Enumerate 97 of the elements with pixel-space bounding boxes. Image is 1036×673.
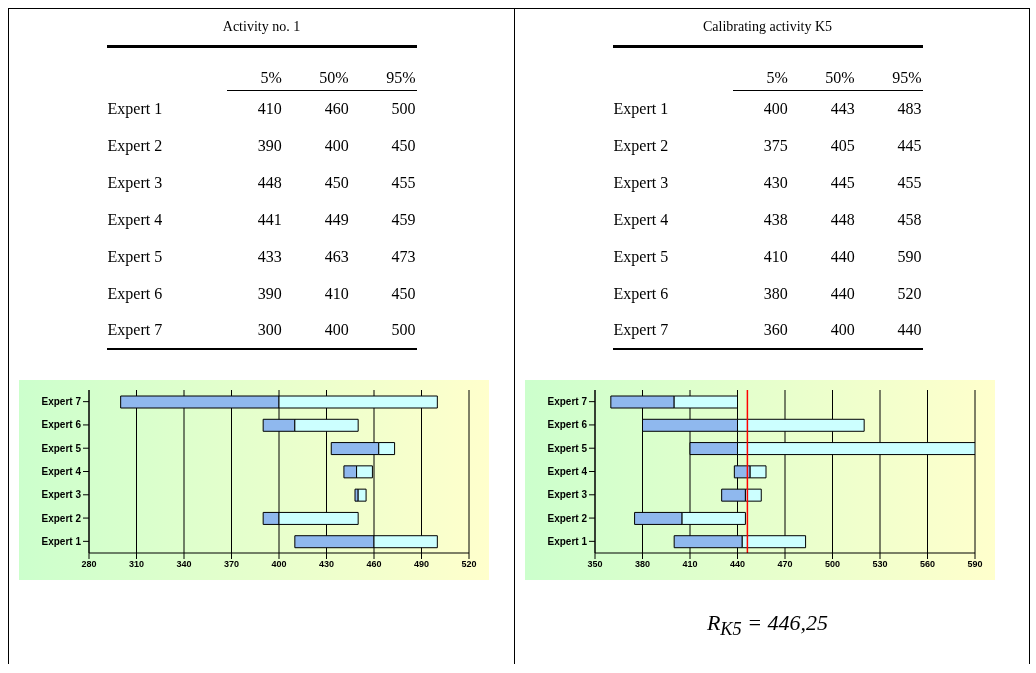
category-label: Expert 2 xyxy=(613,136,669,154)
text: 95% xyxy=(855,46,923,90)
text: 360 xyxy=(762,320,789,340)
text: 445 xyxy=(829,172,856,193)
text: 375 xyxy=(762,135,789,156)
text: 445 xyxy=(896,135,923,156)
text: 405 xyxy=(829,135,856,156)
y-tick-label: Expert 5 xyxy=(41,442,82,454)
category-label: Expert 7 xyxy=(107,321,163,338)
text: 590 xyxy=(896,246,923,267)
text: 440 xyxy=(829,246,856,267)
text: 450 xyxy=(323,172,350,193)
x-tick-label: 560 xyxy=(919,559,936,570)
x-tick-label: 470 xyxy=(777,559,793,570)
text: 400 xyxy=(323,135,350,156)
category-label: Expert 6 xyxy=(613,284,669,302)
text: 460 xyxy=(323,98,350,119)
category-label: Expert 6 xyxy=(107,284,163,302)
text: 300 xyxy=(256,320,283,340)
x-tick-label: 280 xyxy=(81,559,97,570)
text: 459 xyxy=(390,209,417,230)
y-tick-label: Expert 2 xyxy=(547,512,588,524)
text: 450 xyxy=(390,135,417,156)
y-tick-label: Expert 3 xyxy=(547,489,588,501)
x-tick-label: 340 xyxy=(176,559,192,570)
chart-title: Calibrating activity K5 xyxy=(701,19,834,35)
x-tick-label: 460 xyxy=(366,559,382,570)
category-label: Expert 5 xyxy=(107,247,163,265)
category-label: Expert 5 xyxy=(613,247,669,265)
x-tick-label: 440 xyxy=(729,559,746,570)
x-tick-label: 530 xyxy=(872,559,888,570)
x-tick-label: 490 xyxy=(413,559,430,570)
text: 50% xyxy=(788,46,856,90)
x-tick-label: 350 xyxy=(587,559,603,570)
x-tick-label: 370 xyxy=(223,559,240,570)
y-tick-label: Expert 1 xyxy=(547,535,588,547)
text: R$_{K5}$ = 446,25 xyxy=(705,610,830,641)
text: 448 xyxy=(256,172,283,193)
x-tick-label: 310 xyxy=(128,559,145,570)
text: 5% xyxy=(733,46,789,90)
x-tick-label: 590 xyxy=(967,559,983,570)
text: 410 xyxy=(323,283,350,304)
text: 455 xyxy=(390,172,417,193)
text: 95% xyxy=(349,46,417,90)
text: 410 xyxy=(762,246,789,267)
text: 440 xyxy=(829,283,856,304)
x-tick-label: 380 xyxy=(634,559,651,570)
text: 463 xyxy=(323,246,350,267)
x-tick-label: 430 xyxy=(318,559,335,570)
category-label: Expert 2 xyxy=(107,136,163,154)
text: 390 xyxy=(256,135,283,156)
y-tick-label: Expert 6 xyxy=(41,419,82,431)
text: 500 xyxy=(390,98,417,119)
category-label: Expert 3 xyxy=(107,173,163,191)
text: 438 xyxy=(762,209,789,230)
text: 448 xyxy=(829,209,856,230)
y-tick-label: Expert 2 xyxy=(41,512,82,524)
y-tick-label: Expert 7 xyxy=(547,396,588,408)
text: 441 xyxy=(256,209,283,230)
y-tick-label: Expert 4 xyxy=(547,466,588,478)
text: 483 xyxy=(896,98,923,119)
text: 449 xyxy=(323,209,350,230)
text: 410 xyxy=(256,98,283,119)
text: 520 xyxy=(896,283,923,304)
text: 500 xyxy=(390,320,417,340)
text: 400 xyxy=(829,320,856,340)
y-tick-label: Expert 6 xyxy=(547,419,588,431)
text: 443 xyxy=(829,98,856,119)
text: 380 xyxy=(762,283,789,304)
x-tick-label: 500 xyxy=(824,559,841,570)
category-label: Expert 1 xyxy=(107,99,163,117)
category-label: Expert 7 xyxy=(613,321,669,338)
y-tick-label: Expert 3 xyxy=(41,489,82,501)
y-tick-label: Expert 1 xyxy=(41,535,82,547)
text: 400 xyxy=(323,320,350,340)
category-label: Expert 4 xyxy=(107,210,163,228)
text: 455 xyxy=(896,172,923,193)
text: 440 xyxy=(896,320,923,340)
text: 458 xyxy=(896,209,923,230)
text: 430 xyxy=(762,172,789,193)
text: 473 xyxy=(390,246,417,267)
text: 50% xyxy=(282,46,350,90)
chart-title: Activity no. 1 xyxy=(221,19,302,35)
text: 390 xyxy=(256,283,283,304)
text: 433 xyxy=(256,246,283,267)
y-tick-label: Expert 5 xyxy=(547,442,588,454)
x-tick-label: 400 xyxy=(271,559,287,570)
text: 400 xyxy=(762,98,789,119)
category-label: Expert 3 xyxy=(613,173,669,191)
text: 450 xyxy=(390,283,417,304)
x-tick-label: 520 xyxy=(461,559,477,570)
x-tick-label: 410 xyxy=(682,559,698,570)
text: 5% xyxy=(227,46,283,90)
y-tick-label: Expert 7 xyxy=(41,396,82,408)
category-label: Expert 4 xyxy=(613,210,669,228)
category-label: Expert 1 xyxy=(613,99,669,117)
y-tick-label: Expert 4 xyxy=(41,466,82,478)
